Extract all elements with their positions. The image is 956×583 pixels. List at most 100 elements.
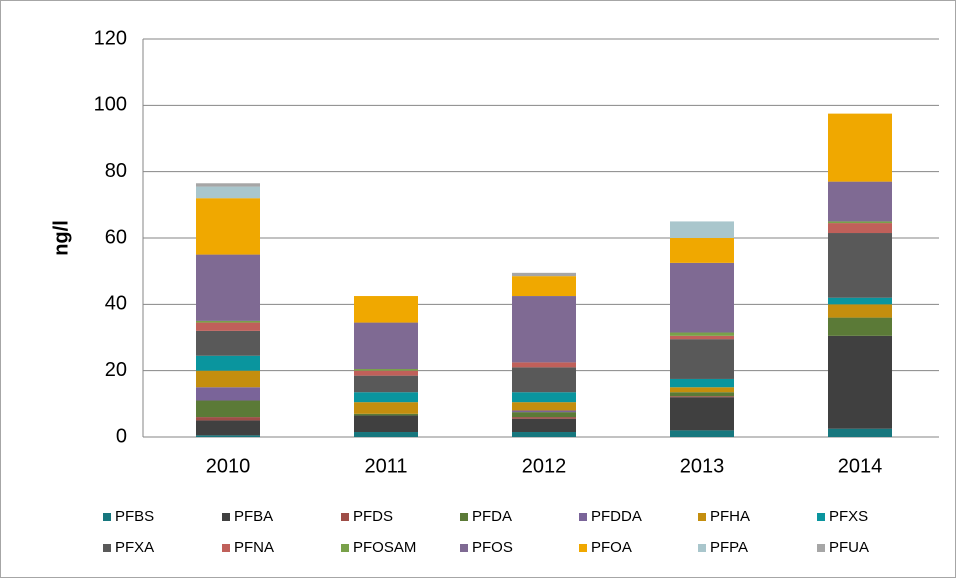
bar-segment (196, 254, 260, 321)
legend-label: PFUA (829, 539, 869, 556)
y-tick-label: 120 (94, 27, 127, 49)
bar-segment (196, 420, 260, 436)
bar-segment (512, 402, 576, 411)
bar-segment (512, 417, 576, 419)
bar-segment (196, 435, 260, 437)
bar-segment (354, 415, 418, 433)
bar-segment (512, 296, 576, 363)
legend-swatch (698, 513, 706, 521)
y-axis-label: ng/l (50, 220, 72, 256)
bar-segment (196, 198, 260, 255)
legend-label: PFOS (472, 539, 513, 556)
x-tick-label: 2010 (206, 455, 251, 477)
bar-segment (196, 355, 260, 371)
legend-swatch (222, 544, 230, 552)
bar-segment (196, 330, 260, 356)
bar-segment (196, 400, 260, 418)
bar-segment (828, 223, 892, 234)
bar-segment (828, 428, 892, 437)
bar-segment (512, 362, 576, 368)
x-tick-label: 2012 (522, 455, 567, 477)
bar-segment (670, 339, 734, 379)
legend-label: PFDA (472, 508, 512, 525)
y-tick-label: 40 (105, 293, 127, 315)
bar-segment (670, 392, 734, 397)
x-tick-label: 2013 (680, 455, 725, 477)
legend-swatch (222, 513, 230, 521)
legend-label: PFXS (829, 508, 868, 525)
bar-segment (670, 397, 734, 431)
bar-segment (512, 418, 576, 433)
bar-segment (354, 402, 418, 414)
legend-swatch (460, 513, 468, 521)
legend-label: PFBS (115, 508, 154, 525)
bar-segment (828, 221, 892, 224)
legend-label: PFHA (710, 508, 750, 525)
bar-segment (354, 370, 418, 376)
bar-segment (512, 367, 576, 393)
bar-segment (670, 221, 734, 238)
bar-segment (196, 186, 260, 199)
x-tick-label: 2011 (364, 455, 407, 477)
bar-segment (670, 238, 734, 263)
bar-segment (512, 392, 576, 403)
legend-label: PFOSAM (353, 539, 416, 556)
bar-segment (354, 322, 418, 370)
legend-swatch (460, 544, 468, 552)
bar-segment (512, 410, 576, 413)
bar-segment (512, 432, 576, 437)
bar-segment (670, 396, 734, 398)
bar-segment (354, 413, 418, 416)
legend-label: PFDDA (591, 508, 642, 525)
legend-label: PFXA (115, 539, 154, 556)
bar-segment (670, 332, 734, 336)
bar-segment (354, 432, 418, 437)
legend-swatch (698, 544, 706, 552)
y-tick-label: 0 (116, 425, 127, 447)
y-tick-label: 100 (94, 94, 127, 116)
legend-label: PFPA (710, 539, 748, 556)
bar-segment (354, 392, 418, 403)
legend-swatch (817, 544, 825, 552)
bar-segment (512, 272, 576, 277)
bar-segment (354, 375, 418, 393)
legend-swatch (341, 544, 349, 552)
bar-segment (196, 387, 260, 401)
bar-segment (670, 378, 734, 388)
x-tick-label: 2014 (838, 455, 883, 477)
bar-segment (828, 233, 892, 298)
bar-segment (196, 370, 260, 388)
bar-segment (670, 430, 734, 437)
legend-swatch (103, 513, 111, 521)
legend-swatch (103, 544, 111, 552)
bar-segment (196, 322, 260, 331)
bar-segment (828, 113, 892, 182)
bar-segment (196, 417, 260, 421)
bar-segment (196, 183, 260, 187)
y-tick-label: 80 (105, 160, 127, 182)
bar-segment (512, 276, 576, 297)
y-tick-label: 60 (105, 226, 127, 248)
legend-label: PFNA (234, 539, 274, 556)
bar-segment (196, 320, 260, 323)
bar-segment (828, 317, 892, 336)
bar-segment (828, 297, 892, 305)
legend-swatch (579, 544, 587, 552)
y-tick-label: 20 (105, 359, 127, 381)
bar-segment (670, 335, 734, 340)
bar-segment (354, 369, 418, 371)
legend-swatch (817, 513, 825, 521)
bar-segment (828, 335, 892, 429)
bar-segment (354, 296, 418, 323)
bar-segment (828, 304, 892, 318)
legend-label: PFBA (234, 508, 273, 525)
legend-label: PFDS (353, 508, 393, 525)
bar-segment (670, 262, 734, 333)
legend-swatch (341, 513, 349, 521)
legend-label: PFOA (591, 539, 632, 556)
legend-swatch (579, 513, 587, 521)
bar-segment (828, 181, 892, 222)
bar-segment (670, 387, 734, 393)
